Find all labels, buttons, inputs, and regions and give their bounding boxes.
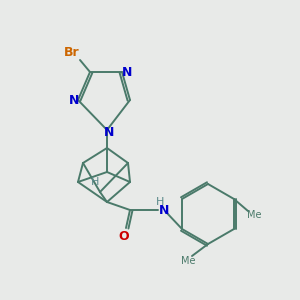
Text: Me: Me	[181, 256, 195, 266]
Text: Br: Br	[64, 46, 80, 59]
Text: H: H	[91, 177, 99, 187]
Text: Me: Me	[247, 210, 261, 220]
Text: N: N	[69, 94, 79, 107]
Text: H: H	[156, 197, 164, 207]
Text: N: N	[159, 205, 169, 218]
Text: O: O	[119, 230, 129, 242]
Text: N: N	[122, 65, 132, 79]
Text: N: N	[104, 125, 114, 139]
